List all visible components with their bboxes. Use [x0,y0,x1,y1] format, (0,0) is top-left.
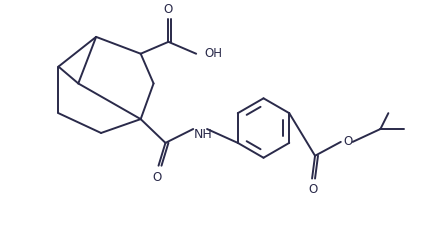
Text: NH: NH [194,128,213,141]
Text: OH: OH [204,47,222,60]
Text: O: O [308,184,317,197]
Text: O: O [152,171,161,184]
Text: O: O [343,135,352,148]
Text: O: O [164,3,173,16]
